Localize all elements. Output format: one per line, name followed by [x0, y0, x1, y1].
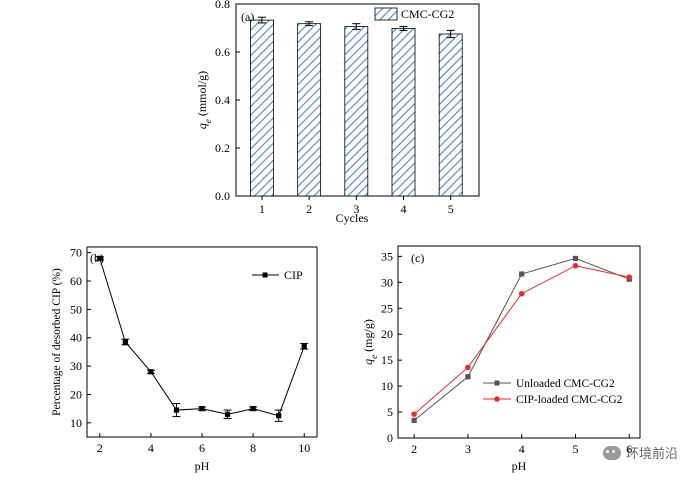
data-point: [518, 290, 525, 297]
bars-a: [250, 16, 463, 197]
legend-label-c2: CIP-loaded CMC-CG2: [516, 394, 623, 406]
y-tick-label: 20: [381, 327, 393, 341]
series-line: [413, 265, 630, 415]
data-point: [148, 369, 154, 375]
x-tick-label-a: 5: [448, 202, 454, 216]
y-tick-label: 50: [70, 302, 82, 316]
plot-frame-c: [397, 245, 641, 439]
x-tick-label: 3: [465, 442, 471, 456]
data-point: [224, 411, 231, 417]
y-tick-label: 0: [387, 431, 393, 445]
x-tick-label-a: 3: [353, 202, 359, 216]
y-tick-label: 35: [381, 249, 393, 263]
legend-swatch-a: [374, 7, 398, 21]
bar: [438, 33, 463, 197]
legend-marker-c1: [494, 380, 500, 386]
y-tick-label: 20: [70, 387, 82, 401]
y-tick-label: 25: [381, 301, 393, 315]
data-point: [572, 255, 579, 262]
data-point: [301, 343, 307, 349]
y-axis-title-a: qe (mmol/g): [195, 71, 213, 129]
data-point: [411, 417, 417, 423]
x-tick-label: 2: [411, 442, 417, 456]
y-axis-c: 0 5 10 15 20 25 30 35: [381, 249, 402, 445]
x-tick-label-a: 1: [259, 202, 265, 216]
x-tick-label: 6: [199, 441, 205, 455]
x-tick-label-a: 4: [401, 202, 407, 216]
legend-label-a: CMC-CG2: [401, 7, 454, 21]
bar: [297, 23, 322, 197]
data-point: [572, 262, 579, 269]
y-tick-label: 40: [70, 331, 82, 345]
y-tick-label: 15: [381, 353, 393, 367]
y-tick-label: 30: [70, 359, 82, 373]
y-tick-label: 10: [70, 416, 82, 430]
x-tick-label: 4: [148, 441, 154, 455]
legend-b: CIP: [252, 268, 303, 282]
y-tick-label-a: 0.6: [215, 45, 230, 59]
panel-label-c: (c): [411, 251, 424, 265]
y-tick-label: 30: [381, 275, 393, 289]
x-axis-c: 2 3 4 5 6: [411, 434, 632, 456]
chart-c: (c) 0 5 10 15 20 25 30 35 2 3 4 5 6 pH qe (mg/g) Un…: [361, 245, 641, 473]
y-axis-title-b: Percentage of desorbed CIP (%): [51, 268, 63, 416]
bar: [391, 28, 416, 197]
data-point: [173, 407, 180, 413]
x-axis-b: 2 4 6 8 10: [97, 433, 310, 455]
wechat-icon: [602, 445, 621, 460]
series-b: [95, 255, 309, 422]
y-tick-label-a: 0.0: [215, 189, 230, 203]
legend-marker-c2: [494, 396, 500, 402]
y-tick-label-a: 0.2: [215, 141, 230, 155]
y-tick-label: 10: [381, 379, 393, 393]
x-tick-label: 6: [626, 442, 632, 456]
data-point: [465, 374, 471, 380]
y-tick-label-a: 0.8: [215, 0, 230, 11]
x-tick-label: 5: [572, 442, 578, 456]
data-point: [97, 255, 103, 261]
data-point: [122, 339, 128, 345]
data-point: [411, 411, 417, 417]
legend-c: Unloaded CMC-CG2 CIP-loaded CMC-CG2: [483, 378, 623, 406]
bar: [344, 26, 369, 197]
x-axis-title-a: Cycles: [336, 211, 369, 225]
y-tick-label: 5: [387, 405, 393, 419]
x-axis-title-c: pH: [512, 459, 527, 473]
y-tick-label: 70: [70, 246, 82, 260]
x-tick-label: 8: [250, 441, 256, 455]
data-point: [250, 406, 256, 412]
x-axis-title-b: pH: [195, 459, 210, 473]
data-point: [276, 413, 282, 419]
data-point: [465, 364, 471, 371]
x-tick-label-a: 2: [306, 202, 312, 216]
watermark: 环境前沿: [602, 443, 678, 462]
bar: [250, 19, 274, 197]
data-point: [626, 274, 633, 280]
legend-label-b: CIP: [284, 268, 303, 282]
legend-marker-b: [262, 272, 268, 278]
y-axis-b: 10 20 30 40 50 60 70: [70, 246, 91, 430]
data-point: [199, 406, 205, 412]
series-c: [411, 255, 633, 423]
y-tick-label-a: 0.4: [215, 93, 230, 107]
y-tick-label: 60: [70, 274, 82, 288]
x-axis-a: 1 2 3 4 5: [259, 196, 454, 216]
legend-a: CMC-CG2: [374, 7, 454, 21]
x-tick-label: 10: [298, 441, 310, 455]
y-axis-a: 0.0 0.2 0.4 0.6 0.8: [215, 0, 240, 203]
x-tick-label: 4: [519, 442, 525, 456]
watermark-text: 环境前沿: [625, 447, 678, 462]
y-axis-title-c: qe (mg/g): [361, 319, 379, 365]
data-point: [519, 271, 525, 277]
legend-label-c1: Unloaded CMC-CG2: [516, 378, 615, 390]
series-line: [99, 258, 305, 417]
x-tick-label: 2: [97, 441, 103, 455]
